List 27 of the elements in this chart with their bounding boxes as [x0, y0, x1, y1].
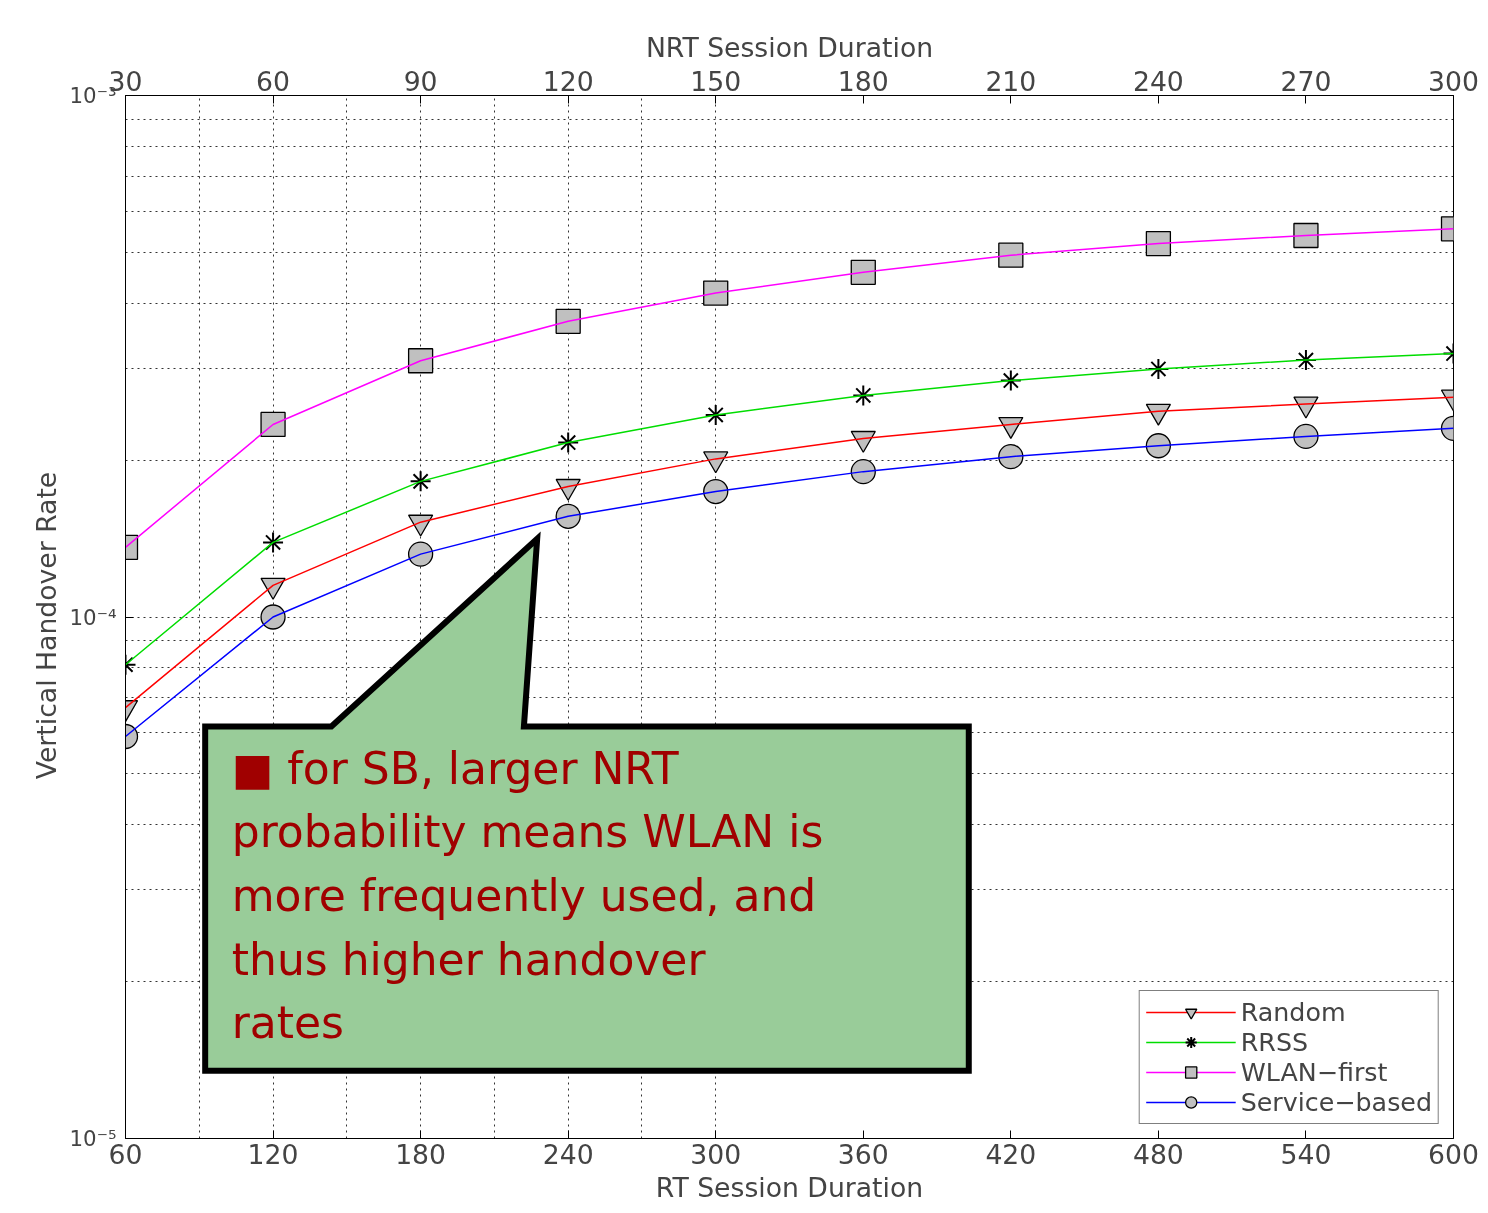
legend-label: Service−based	[1240, 1087, 1432, 1117]
x-tick-label: 480	[1132, 1138, 1184, 1170]
x2-tick-label: 120	[542, 65, 594, 97]
x-axis-title: RT Session Duration	[655, 1171, 924, 1203]
x2-tick-label: 60	[256, 65, 291, 97]
legend-label: WLAN−first	[1240, 1057, 1388, 1087]
x2-tick-label: 150	[690, 65, 742, 97]
x2-axis-title: NRT Session Duration	[645, 31, 934, 63]
x-tick-label: 120	[247, 1138, 299, 1170]
x2-tick-label: 300	[1428, 65, 1479, 97]
x2-tick-label: 180	[837, 65, 889, 97]
x-tick-label: 540	[1280, 1138, 1332, 1170]
x-tick-label: 600	[1428, 1138, 1479, 1170]
legend-label: Random	[1240, 997, 1346, 1027]
annotation: ■ for SB, larger NRT probability means WLAN is more frequently used, and thus higher handover rates	[231, 742, 824, 1049]
x2-tick-label: 270	[1280, 65, 1332, 97]
x-tick-label: 240	[542, 1138, 594, 1170]
legend-label: RRSS	[1240, 1027, 1309, 1057]
y-tick-label: 10⁻⁴	[69, 604, 117, 630]
x2-tick-label: 240	[1132, 65, 1184, 97]
x-tick-label: 180	[395, 1138, 447, 1170]
x-tick-label: 360	[837, 1138, 889, 1170]
x-tick-label: 420	[985, 1138, 1037, 1170]
y-axis-title: Vertical Handover Rate	[30, 471, 62, 780]
x-tick-label: 300	[690, 1138, 742, 1170]
x2-tick-label: 210	[985, 65, 1037, 97]
x2-tick-label: 90	[403, 65, 438, 97]
